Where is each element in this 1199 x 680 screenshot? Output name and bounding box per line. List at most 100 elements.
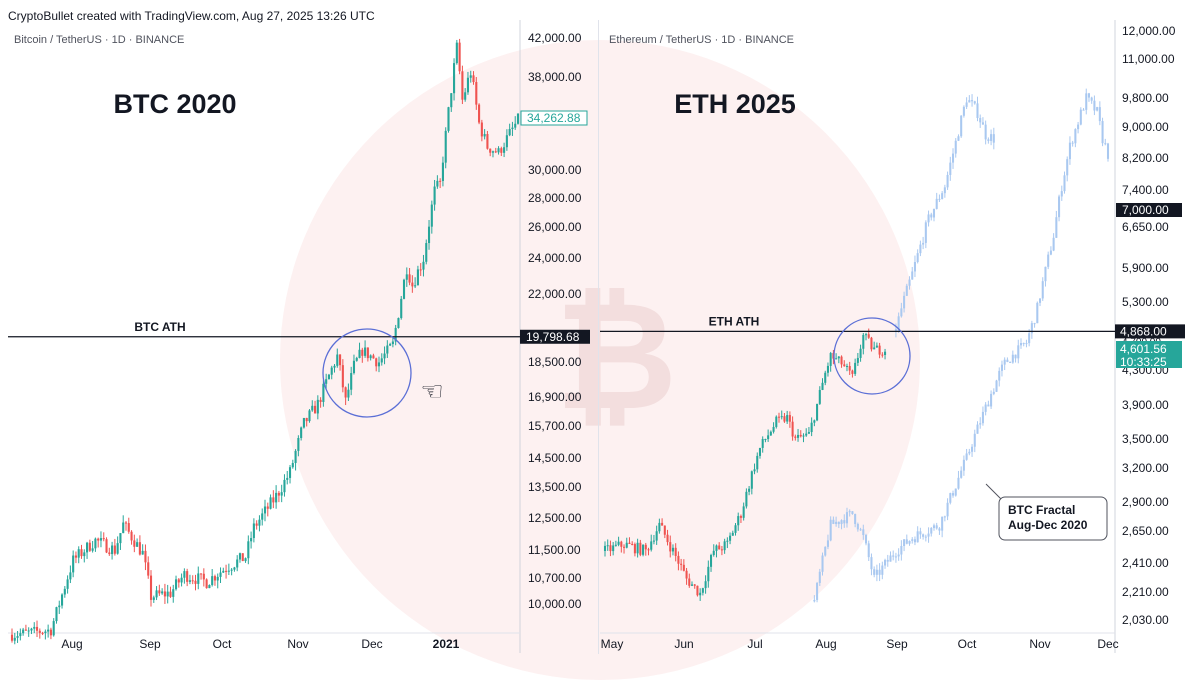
candle — [636, 542, 639, 554]
candle — [864, 334, 868, 336]
candle — [344, 387, 347, 398]
fractal-candle — [979, 423, 982, 425]
candle — [263, 506, 267, 514]
candle — [745, 491, 748, 507]
candle — [355, 357, 358, 361]
fractal-candle — [938, 528, 941, 531]
btc-last-price-tag — [520, 110, 588, 126]
fractal-candle — [971, 100, 974, 102]
candle — [433, 186, 436, 205]
fractal-candle — [1052, 237, 1055, 251]
candle — [851, 370, 854, 374]
candle — [141, 550, 144, 555]
fractal-candle — [927, 214, 930, 223]
eth-y-tick-label: 2,210.00 — [1122, 585, 1169, 599]
candle — [612, 545, 615, 552]
candle — [764, 439, 767, 441]
btc-last-price-label: 34,262.88 — [527, 111, 581, 125]
fractal-candle — [951, 493, 955, 496]
fractal-callout-label: BTC Fractal — [1008, 503, 1075, 517]
fractal-candle — [1060, 191, 1063, 197]
candle — [505, 135, 508, 148]
candle — [497, 148, 500, 153]
fractal-candle — [1006, 359, 1009, 362]
candle — [97, 538, 100, 541]
fractal-candle — [935, 525, 938, 529]
candle — [666, 534, 669, 543]
fractal-candle — [981, 411, 984, 424]
candle — [227, 570, 230, 572]
btc-y-tick-label: 10,000.00 — [528, 597, 582, 611]
fractal-candle — [943, 516, 946, 518]
candle — [325, 379, 328, 384]
candle — [66, 579, 69, 589]
fractal-candle — [867, 543, 870, 558]
fractal-candle — [1058, 196, 1061, 218]
fractal-candle — [1079, 109, 1082, 125]
btc-y-tick-label: 16,900.00 — [528, 390, 582, 404]
candle — [199, 573, 203, 575]
candle — [147, 562, 150, 576]
candle — [297, 438, 300, 451]
eth-symbol-label: Ethereum / TetherUS · 1D · BINANCE — [609, 34, 794, 46]
candle — [202, 573, 205, 580]
eth-marker-tag — [1116, 203, 1182, 217]
candle — [469, 75, 472, 78]
fractal-candle — [1011, 354, 1014, 363]
fractal-candle — [984, 124, 987, 140]
fractal-candle — [946, 502, 949, 517]
eth-ath-label: ETH ATH — [709, 314, 760, 328]
fractal-candle — [870, 557, 873, 570]
candle — [628, 542, 631, 544]
candle — [13, 637, 16, 641]
fractal-candle — [979, 118, 982, 123]
candle — [255, 523, 258, 526]
candle — [715, 545, 718, 551]
fractal-candle — [941, 193, 944, 200]
candle — [486, 134, 489, 149]
candle — [693, 584, 696, 586]
fractal-candle — [900, 545, 903, 555]
candle — [124, 522, 128, 524]
candle — [369, 355, 372, 359]
candle — [44, 631, 47, 634]
candle — [452, 63, 456, 94]
candle — [222, 570, 225, 573]
eth-highlight-circle — [833, 317, 911, 395]
candle — [258, 519, 261, 526]
candle — [458, 42, 461, 72]
candle — [236, 559, 239, 568]
fractal-candle — [913, 262, 916, 272]
candle — [511, 127, 514, 130]
candle — [680, 563, 683, 565]
fractal-candle — [954, 488, 957, 496]
fractal-candle — [1106, 143, 1110, 159]
candle — [436, 180, 439, 187]
candle — [805, 433, 808, 436]
candle — [350, 373, 353, 390]
candle — [677, 555, 680, 564]
candle — [63, 588, 66, 595]
candle — [247, 541, 250, 559]
btc-y-tick-label: 10,700.00 — [528, 571, 582, 585]
fractal-candle — [878, 569, 881, 575]
btc-y-tick-label: 42,000.00 — [528, 31, 582, 45]
candle — [244, 558, 247, 562]
candle — [308, 410, 311, 422]
btc-x-tick-label: 2021 — [433, 637, 460, 651]
eth-chart-title: ETH 2025 — [674, 89, 796, 119]
candle — [316, 399, 319, 414]
eth-countdown-label: 10:33:25 — [1120, 355, 1167, 369]
candle — [639, 542, 642, 555]
candle — [690, 584, 694, 586]
candle — [364, 347, 367, 356]
fractal-candle — [884, 559, 887, 566]
fractal-candle — [832, 519, 835, 524]
candle — [617, 541, 620, 545]
candle — [336, 354, 339, 366]
candle — [127, 523, 130, 532]
candle — [136, 542, 139, 547]
candle — [272, 497, 275, 503]
fractal-candle — [938, 198, 941, 200]
candle — [116, 543, 119, 554]
